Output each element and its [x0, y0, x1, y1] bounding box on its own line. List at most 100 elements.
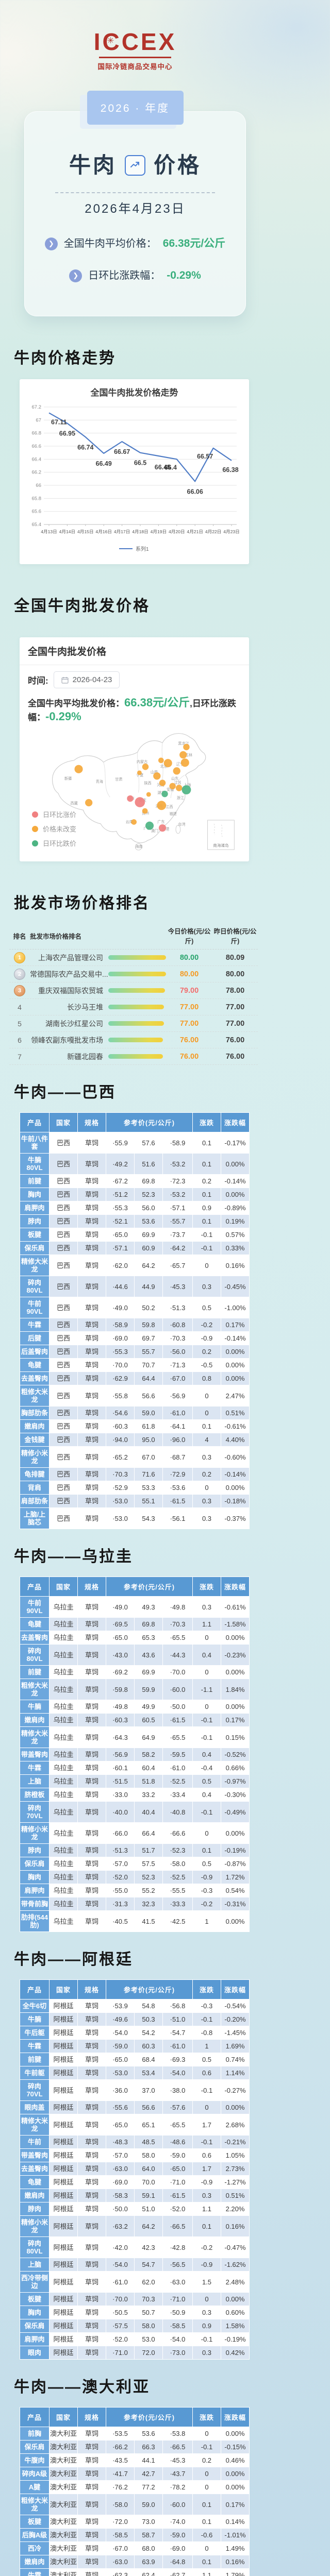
product-cell: 嫩肩肉 — [20, 1713, 50, 1727]
product-cell: 带骨前胸 — [20, 1897, 50, 1911]
product-cell: 金钱腱 — [20, 1433, 50, 1447]
data-cell: 51.8 — [134, 1774, 163, 1788]
data-cell: 0 — [192, 1822, 221, 1844]
data-cell: -0.3 — [192, 1884, 221, 1897]
data-cell: 阿根廷 — [49, 2202, 78, 2216]
data-cell: 草饲 — [77, 1331, 106, 1345]
section-title-argentina: 牛肉——阿根廷 — [14, 1951, 133, 1968]
data-cell: ·65.7 — [162, 1255, 193, 1276]
data-cell: ·58.9 — [106, 1318, 135, 1332]
yesterday-price: 80.00 — [225, 970, 245, 978]
data-cell: ·59.0 — [162, 2528, 193, 2542]
table-row: 西冷带侧边 阿根廷 草饲 ·61.0 62.0·63.0 1.5 2.48% — [20, 2271, 250, 2293]
data-cell: 0.17% — [221, 1318, 250, 1332]
map-dot-flat — [74, 765, 83, 773]
data-cell: 草饲 — [77, 1726, 106, 1748]
data-cell: 0.00% — [221, 1822, 250, 1844]
section-title-ranking: 批发市场价格排名 — [14, 895, 150, 912]
data-cell: -0.1 — [192, 1713, 221, 1727]
data-cell: 0.57% — [221, 1228, 250, 1242]
data-cell: 阿根廷 — [49, 2053, 78, 2066]
table-row: 胸肉 巴西 草饲 ·51.2 52.3·53.2 0.1 0.00% — [20, 1188, 250, 1201]
data-cell: 草饲 — [77, 2026, 106, 2040]
data-cell: 43.6 — [134, 1644, 163, 1666]
table-row: 上脑 阿根廷 草饲 ·54.0 54.7·56.5 -0.9 -1.62% — [20, 2258, 250, 2272]
data-cell: 52.3 — [134, 1870, 163, 1884]
product-cell: 脖肉 — [20, 1214, 50, 1228]
data-cell: -0.9 — [192, 1870, 221, 1884]
data-cell: 草饲 — [77, 2039, 106, 2053]
data-cell: 乌拉圭 — [49, 1788, 78, 1802]
ranking-row: 4 长沙马王堆 77.00 77.00 — [9, 999, 258, 1015]
table-row: 牛前八件套 巴西 草饲 ·55.9 57.6·58.9 0.1 -0.17% — [20, 1132, 250, 1154]
product-cell: 龟腱 — [20, 1358, 50, 1372]
data-cell: 草饲 — [77, 1857, 106, 1871]
dod-change-label: 日环比涨跌幅： — [88, 270, 161, 281]
data-cell: -0.6 — [192, 2528, 221, 2542]
data-cell: 0.6 — [192, 2066, 221, 2080]
data-cell: ·53.0 — [106, 1494, 135, 1508]
data-cell: 草饲 — [77, 1631, 106, 1645]
data-cell: 乌拉圭 — [49, 1631, 78, 1645]
dod-change-value: -0.29% — [167, 269, 201, 281]
data-cell: 澳大利亚 — [49, 2494, 78, 2515]
data-cell: 乌拉圭 — [49, 1700, 78, 1714]
data-cell: ·53.5 — [106, 2427, 135, 2441]
price-table-brazil: 产品 国家 规格 参考价(元/公斤) 涨跌 涨跌幅 牛前八件套 巴西 草饲 ·55.9 57.6·5… — [20, 1112, 250, 1529]
data-cell: 95.0 — [134, 1433, 163, 1447]
table-header-row: 产品 国家 规格 参考价(元/公斤) 涨跌 涨跌幅 — [20, 2407, 250, 2427]
data-cell: 62.4 — [134, 2568, 163, 2576]
province-label: 西藏 — [70, 801, 77, 806]
map-dot-flat — [146, 792, 151, 797]
province-label: 广东 — [157, 819, 164, 824]
data-cell: 草饲 — [77, 2332, 106, 2346]
data-cell: 63.9 — [134, 2555, 163, 2569]
table-row: 牛腩80VL 巴西 草饲 ·49.2 51.6·53.2 0.1 0.00% — [20, 1153, 250, 1175]
page-title-right: 价格 — [154, 153, 202, 177]
data-cell: 草饲 — [77, 1801, 106, 1823]
data-cell: 0.17% — [221, 1713, 250, 1727]
product-cell: 保乐肩 — [20, 1241, 50, 1255]
data-cell: 巴西 — [49, 1153, 78, 1175]
data-cell: 0.15% — [221, 1726, 250, 1748]
product-cell: 嫩肩肉 — [20, 2189, 50, 2202]
price-table-argentina: 产品 国家 规格 参考价(元/公斤) 涨跌 涨跌幅 全牛6切 阿根廷 草饲 ·53.9 54.8·5… — [20, 1979, 250, 2360]
data-cell: 草饲 — [77, 1897, 106, 1911]
data-cell: 56.6 — [134, 1385, 163, 1406]
data-cell: 0.3 — [192, 1276, 221, 1297]
data-cell: 0.51% — [221, 1406, 250, 1420]
table-row: 带骨前胸 乌拉圭 草饲 ·31.3 32.3·33.3 -0.2 -0.31% — [20, 1897, 250, 1911]
data-cell: ·57.0 — [106, 2148, 135, 2162]
map-dot-flat — [179, 751, 187, 759]
map-dot-down — [161, 790, 168, 798]
data-cell: ·40.5 — [106, 1910, 135, 1932]
map-dot-down — [182, 785, 191, 794]
data-cell: 草饲 — [77, 1596, 106, 1618]
data-cell: -0.1 — [192, 2135, 221, 2149]
data-cell: 0.1 — [192, 2515, 221, 2529]
data-cell: 草饲 — [77, 1406, 106, 1420]
page-canvas: ICCEX ✳ 国际冷链商品交易中心 2026 · 年度 牛肉 价格 2026年… — [9, 30, 258, 2576]
date-picker[interactable]: 2026-04-23 — [53, 671, 120, 688]
data-cell: 澳大利亚 — [49, 2555, 78, 2569]
rank-cell: 3 — [9, 985, 30, 996]
product-cell: 肩部肋条 — [20, 1494, 50, 1508]
data-cell: 巴西 — [49, 1276, 78, 1297]
data-cell: ·58.0 — [162, 1857, 193, 1871]
data-cell: 草饲 — [77, 2467, 106, 2481]
rank-medal: 3 — [14, 985, 25, 996]
data-cell: 64.2 — [134, 2215, 163, 2237]
data-cell: 巴西 — [49, 1241, 78, 1255]
col-header: 参考价(元/公斤) — [106, 1979, 193, 1999]
svg-text:66.67: 66.67 — [113, 448, 129, 455]
data-cell: ·69.0 — [162, 2541, 193, 2555]
data-cell: -0.9 — [192, 1331, 221, 1345]
table-row: 嫩肩肉 乌拉圭 草饲 ·60.3 60.5·61.5 -0.1 0.17% — [20, 1713, 250, 1727]
data-cell: ·54.0 — [162, 2332, 193, 2346]
product-cell: 粗修大米龙 — [20, 1679, 50, 1700]
bar-cell — [108, 1054, 166, 1059]
data-cell: ·58.5 — [106, 2528, 135, 2542]
data-cell: -0.9 — [192, 2175, 221, 2189]
price-bar — [108, 1021, 164, 1026]
data-cell: 草饲 — [77, 2453, 106, 2467]
